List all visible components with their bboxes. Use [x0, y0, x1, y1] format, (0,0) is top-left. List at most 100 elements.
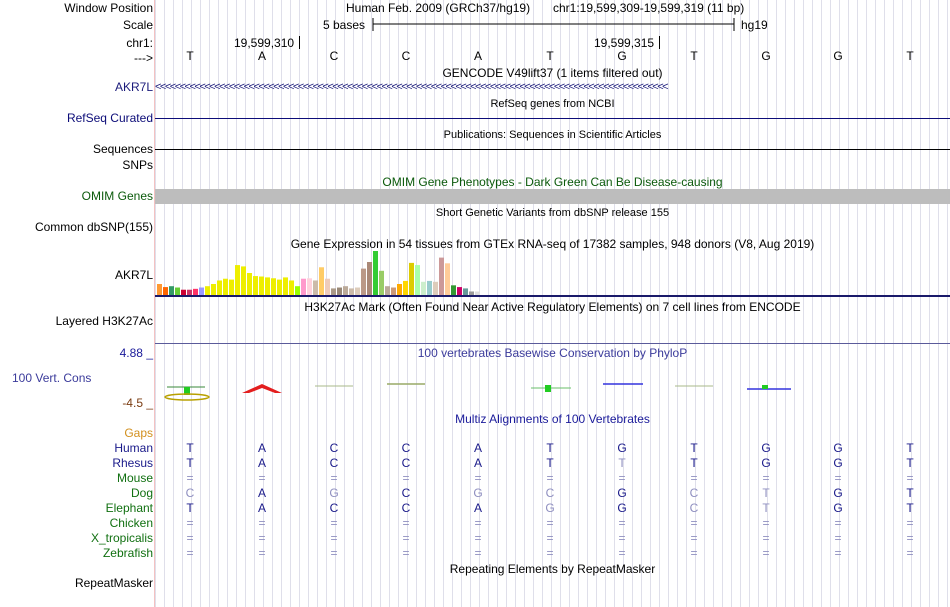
gtex-tissue-bar[interactable]: [343, 286, 348, 295]
alignment-base: =: [906, 531, 914, 545]
gtex-tissue-bar[interactable]: [403, 280, 408, 295]
gtex-tissue-bar[interactable]: [205, 286, 210, 295]
gtex-tissue-bar[interactable]: [241, 266, 246, 295]
gtex-tissue-bar[interactable]: [457, 287, 462, 295]
gtex-tissue-bar[interactable]: [217, 280, 222, 295]
conservation-max-label: 4.88 _: [119, 346, 153, 360]
omim-feature[interactable]: [155, 189, 950, 204]
alignment-base: =: [618, 516, 626, 530]
ruler-base: C: [329, 49, 339, 63]
gtex-track-label[interactable]: AKR7L: [114, 268, 153, 282]
alignment-base: =: [330, 471, 338, 485]
alignment-base: C: [401, 486, 411, 500]
gtex-tissue-bar[interactable]: [331, 288, 336, 295]
publications-track-label[interactable]: Sequences: [92, 142, 153, 156]
gtex-tissue-bar[interactable]: [283, 277, 288, 295]
alignment-base: C: [545, 486, 555, 500]
alignment-base: =: [906, 516, 914, 530]
h3k27ac-track-label[interactable]: Layered H3K27Ac: [55, 314, 153, 328]
dbsnp-track-label[interactable]: Common dbSNP(155): [34, 220, 153, 234]
gtex-tissue-bar[interactable]: [427, 280, 432, 295]
gtex-tissue-bar[interactable]: [271, 278, 276, 295]
gtex-tissue-bar[interactable]: [415, 265, 420, 295]
gtex-tissue-bar[interactable]: [259, 276, 264, 295]
alignment-base: G: [833, 501, 843, 515]
gtex-tissue-bar[interactable]: [247, 273, 252, 295]
refseq-gene-line[interactable]: [155, 118, 950, 119]
gtex-tissue-bar[interactable]: [175, 287, 180, 295]
omim-track-label[interactable]: OMIM Genes: [81, 189, 153, 203]
gtex-tissue-bar[interactable]: [289, 280, 294, 295]
gtex-tissue-bar[interactable]: [439, 257, 444, 295]
gencode-track-label[interactable]: AKR7L: [114, 80, 153, 94]
gtex-tissue-bar[interactable]: [421, 281, 426, 295]
conservation-graph[interactable]: [155, 378, 950, 404]
gtex-tissue-bar[interactable]: [169, 286, 174, 295]
gtex-tissue-bar[interactable]: [301, 278, 306, 295]
gtex-tissue-bar[interactable]: [409, 262, 414, 295]
gtex-tissue-bar[interactable]: [181, 289, 186, 295]
gtex-bar-graph[interactable]: [155, 250, 950, 298]
ruler-base: T: [906, 49, 914, 63]
publications-line[interactable]: [155, 149, 950, 150]
alignment-base: =: [258, 531, 266, 545]
gtex-tissue-bar[interactable]: [397, 284, 402, 295]
gtex-tissue-bar[interactable]: [463, 288, 468, 295]
gtex-tissue-bar[interactable]: [313, 280, 318, 295]
alignment-base: T: [762, 501, 770, 515]
alignment-base: =: [546, 546, 554, 560]
alignment-base: =: [330, 516, 338, 530]
alignment-base: =: [402, 546, 410, 560]
gtex-tissue-bar[interactable]: [229, 279, 234, 295]
gtex-tissue-bar[interactable]: [295, 286, 300, 295]
gtex-tissue-bar[interactable]: [307, 278, 312, 295]
gtex-tissue-bar[interactable]: [469, 291, 474, 295]
gtex-tissue-bar[interactable]: [385, 286, 390, 295]
gtex-tissue-bar[interactable]: [193, 288, 198, 295]
gtex-tissue-bar[interactable]: [379, 270, 384, 295]
gtex-tissue-bar[interactable]: [319, 267, 324, 295]
gtex-tissue-bar[interactable]: [235, 265, 240, 295]
alignment-base: =: [258, 516, 266, 530]
conservation-track-label[interactable]: 100 Vert. Cons: [12, 371, 92, 385]
gtex-tissue-bar[interactable]: [253, 276, 258, 295]
gtex-tissue-bar[interactable]: [157, 284, 162, 295]
gtex-tissue-bar[interactable]: [433, 281, 438, 295]
gtex-tissue-bar[interactable]: [355, 287, 360, 295]
gtex-tissue-bar[interactable]: [373, 251, 378, 295]
gtex-tissue-bar[interactable]: [451, 285, 456, 295]
coord-left-tick: [299, 36, 300, 49]
repeatmasker-track-label[interactable]: RepeatMasker: [74, 576, 153, 590]
refseq-track-label[interactable]: RefSeq Curated: [66, 111, 153, 125]
gtex-tissue-bar[interactable]: [265, 277, 270, 295]
alignment-base: =: [258, 546, 266, 560]
refseq-header: RefSeq genes from NCBI: [490, 98, 615, 110]
species-label: Chicken: [109, 516, 153, 530]
gtex-tissue-bar[interactable]: [445, 263, 450, 295]
gtex-tissue-bar[interactable]: [349, 288, 354, 295]
gtex-tissue-bar[interactable]: [391, 287, 396, 295]
species-label: Rhesus: [112, 456, 153, 470]
gtex-tissue-bar[interactable]: [367, 262, 372, 295]
alignment-base: A: [473, 501, 483, 515]
gtex-tissue-bar[interactable]: [199, 287, 204, 295]
scale-bar: [372, 18, 735, 31]
species-label: Mouse: [116, 471, 153, 485]
gtex-tissue-bar[interactable]: [325, 278, 330, 295]
gtex-tissue-bar[interactable]: [277, 279, 282, 295]
gtex-tissue-bar[interactable]: [337, 287, 342, 295]
gtex-tissue-bar[interactable]: [211, 284, 216, 295]
alignment-base: A: [257, 456, 267, 470]
alignment-base: =: [474, 516, 482, 530]
gtex-tissue-bar[interactable]: [475, 291, 480, 295]
alignment-base: =: [258, 471, 266, 485]
gtex-tissue-bar[interactable]: [361, 268, 366, 295]
gencode-gene-strand[interactable]: <<<<<<<<<<<<<<<<<<<<<<<<<<<<<<<<<<<<<<<<…: [155, 81, 669, 93]
gtex-tissue-bar[interactable]: [223, 278, 228, 295]
alignment-base: T: [690, 441, 698, 455]
gtex-tissue-bar[interactable]: [163, 287, 168, 295]
gtex-tissue-bar[interactable]: [187, 289, 192, 295]
alignment-base: =: [906, 546, 914, 560]
snps-label: SNPs: [122, 158, 153, 172]
alignment-base: A: [257, 441, 267, 455]
